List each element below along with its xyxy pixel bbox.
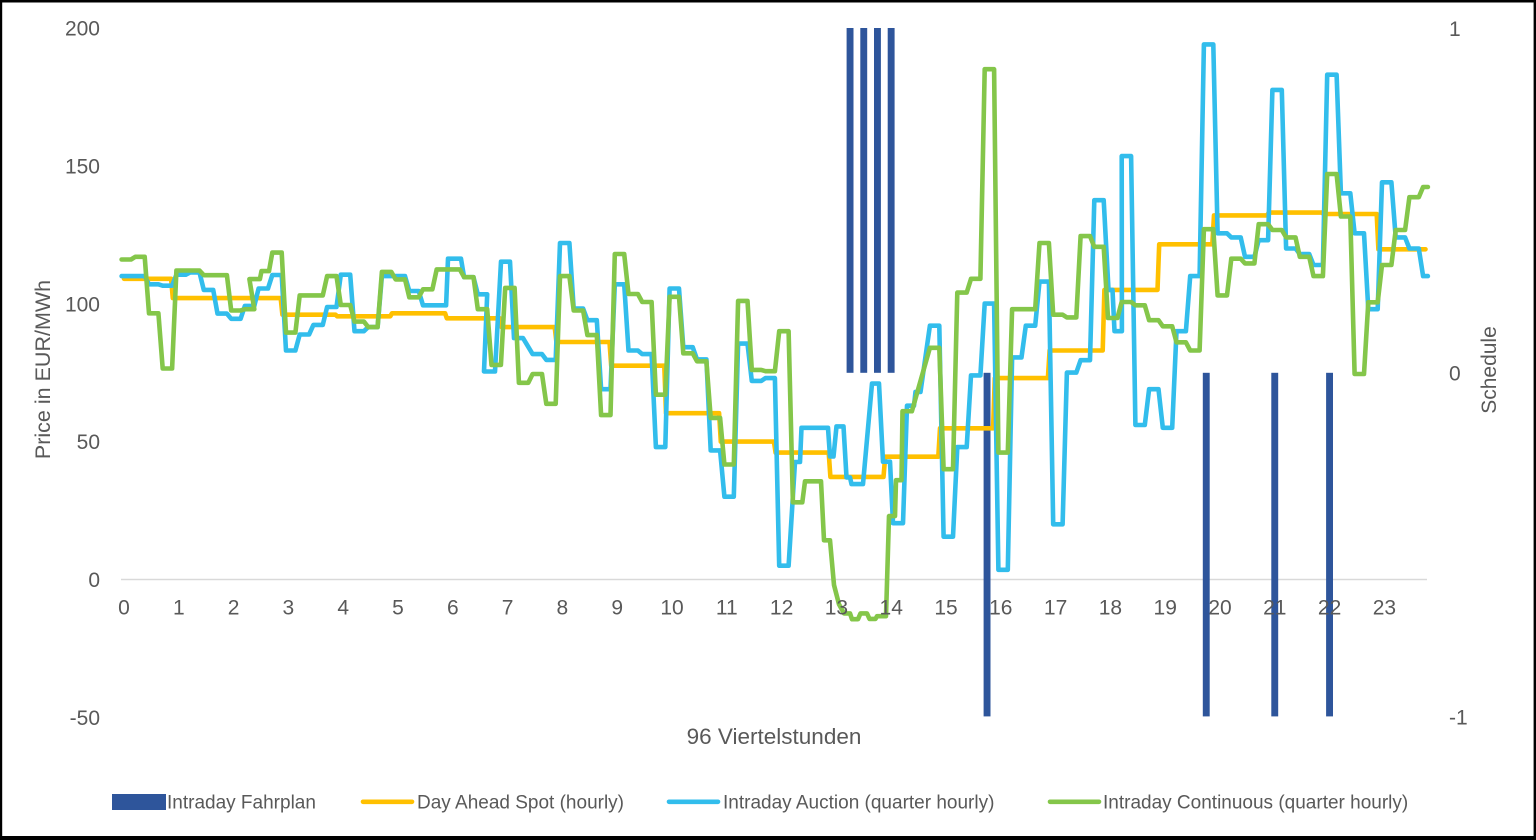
svg-text:15: 15 (934, 597, 957, 620)
svg-text:96 Viertelstunden: 96 Viertelstunden (687, 724, 862, 749)
svg-text:11: 11 (716, 597, 738, 620)
svg-text:1: 1 (1449, 18, 1461, 41)
svg-text:Price in EUR/MWh: Price in EUR/MWh (31, 280, 55, 459)
svg-text:Day Ahead Spot (hourly): Day Ahead Spot (hourly) (417, 793, 624, 814)
svg-text:5: 5 (392, 597, 404, 620)
svg-text:4: 4 (337, 597, 349, 620)
svg-text:21: 21 (1263, 597, 1286, 620)
svg-text:16: 16 (989, 597, 1012, 620)
svg-text:13: 13 (825, 597, 848, 620)
svg-text:3: 3 (283, 597, 295, 620)
svg-text:Intraday Continuous (quarter h: Intraday Continuous (quarter hourly) (1103, 793, 1408, 814)
svg-text:2: 2 (228, 597, 240, 620)
svg-text:7: 7 (502, 597, 514, 620)
svg-text:0: 0 (1449, 363, 1461, 386)
svg-text:0: 0 (88, 569, 100, 592)
svg-text:0: 0 (118, 597, 130, 620)
svg-text:22: 22 (1318, 597, 1341, 620)
svg-text:-50: -50 (70, 707, 100, 730)
svg-text:6: 6 (447, 597, 459, 620)
svg-text:9: 9 (611, 597, 623, 620)
svg-text:10: 10 (660, 597, 683, 620)
svg-text:200: 200 (65, 18, 100, 41)
svg-text:18: 18 (1099, 597, 1122, 620)
svg-text:20: 20 (1208, 597, 1231, 620)
svg-text:12: 12 (770, 597, 793, 620)
svg-text:100: 100 (65, 293, 100, 316)
svg-text:Intraday Fahrplan: Intraday Fahrplan (167, 793, 316, 814)
svg-text:150: 150 (65, 155, 100, 178)
svg-text:50: 50 (77, 431, 100, 454)
svg-text:1: 1 (173, 597, 185, 620)
svg-text:8: 8 (557, 597, 569, 620)
svg-text:Schedule: Schedule (1478, 326, 1501, 414)
svg-text:19: 19 (1154, 597, 1177, 620)
svg-text:17: 17 (1044, 597, 1067, 620)
svg-text:14: 14 (880, 597, 904, 620)
svg-text:-1: -1 (1449, 706, 1468, 729)
svg-text:23: 23 (1373, 597, 1396, 620)
svg-text:Intraday Auction (quarter hour: Intraday Auction (quarter hourly) (723, 793, 994, 814)
